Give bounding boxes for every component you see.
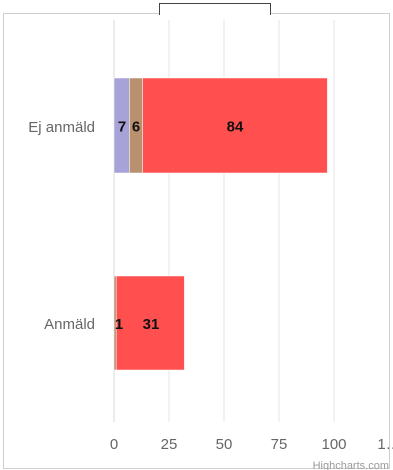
data-label: 6	[132, 119, 140, 136]
data-label: 1	[115, 316, 123, 333]
category-label: Ej anmäld	[28, 119, 95, 136]
data-label: 31	[143, 316, 160, 333]
top-tab	[159, 3, 271, 15]
data-labels: 7 6 84 1 31	[115, 119, 244, 334]
x-tick-label: 50	[216, 436, 233, 453]
bar-segment	[115, 275, 185, 371]
x-tick-label: 1…	[377, 436, 393, 453]
x-tick-label: 75	[271, 436, 288, 453]
data-label: 84	[227, 119, 244, 136]
x-tick-label: 100	[321, 436, 346, 453]
x-tick-label: 25	[161, 436, 178, 453]
category-label: Anmäld	[44, 316, 95, 333]
credits-label: Highcharts.com	[313, 460, 389, 470]
category-labels: Ej anmäld Anmäld	[28, 119, 95, 333]
bars	[113, 77, 328, 371]
x-tick-label: 0	[110, 436, 118, 453]
bar-segment	[142, 77, 328, 174]
data-label: 7	[118, 119, 126, 136]
x-tick-labels: 0 25 50 75 100 1…	[110, 436, 393, 453]
